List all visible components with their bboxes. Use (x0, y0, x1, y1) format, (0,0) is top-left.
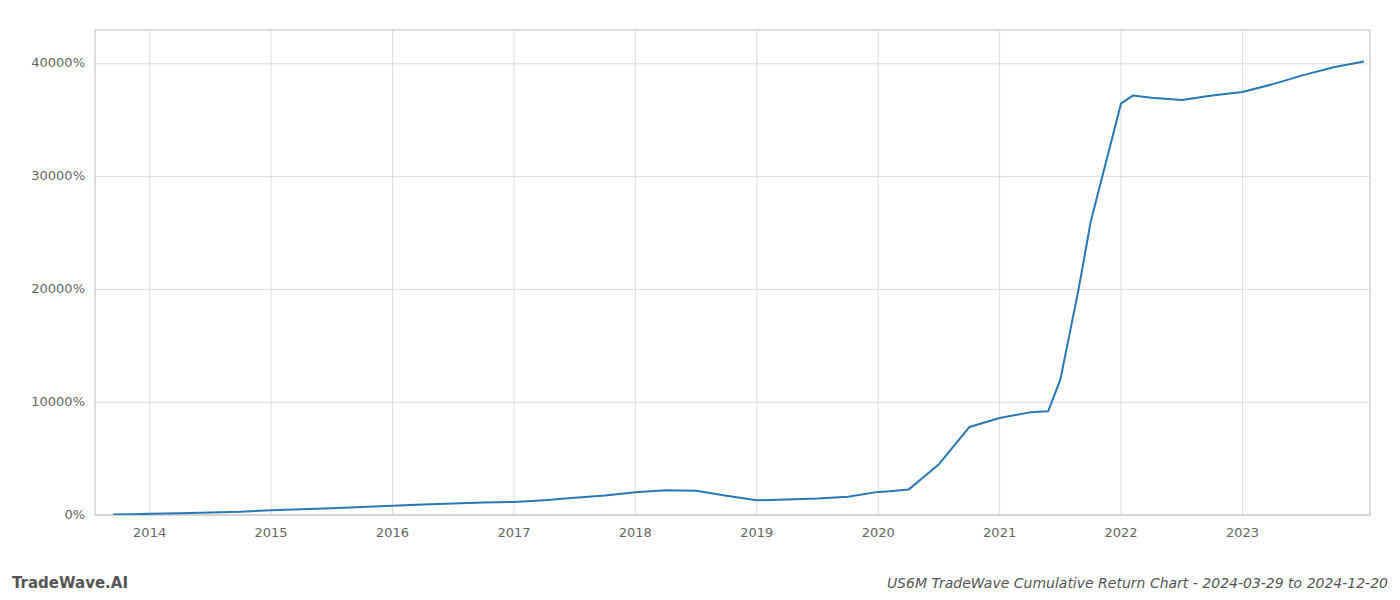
y-tick-label: 20000% (31, 281, 85, 296)
x-grid-line (392, 30, 393, 515)
x-tick-label: 2023 (1226, 525, 1259, 540)
watermark: TradeWave.AI (12, 574, 128, 592)
line (113, 62, 1364, 515)
x-tick-label: 2015 (255, 525, 288, 540)
title: US6M TradeWave Cumulative Return Chart -… (887, 575, 1388, 591)
x-grid-line (635, 30, 636, 515)
x-tick-label: 2017 (497, 525, 530, 540)
x-grid-line (271, 30, 272, 515)
plot-frame (95, 30, 1370, 515)
x-tick-label: 2020 (862, 525, 895, 540)
y-grid-line (95, 176, 1370, 177)
y-tick-label: 30000% (31, 168, 85, 183)
x-grid-line (149, 30, 150, 515)
x-tick-label: 2022 (1105, 525, 1138, 540)
x-grid-line (756, 30, 757, 515)
x-grid-line (878, 30, 879, 515)
y-grid-line (95, 289, 1370, 290)
x-tick-label: 2019 (740, 525, 773, 540)
y-tick-label: 0% (64, 507, 85, 522)
grid (95, 30, 1370, 515)
y-grid-line (95, 402, 1370, 403)
x-grid-line (1242, 30, 1243, 515)
x-tick-label: 2016 (376, 525, 409, 540)
x-tick-label: 2018 (619, 525, 652, 540)
x-tick-label: 2014 (133, 525, 166, 540)
chart: 0% 10000% 20000% 30000% 40000% 2014 2015 2016 20… (0, 0, 1400, 600)
series-group (113, 62, 1364, 515)
y-tick-label: 40000% (31, 55, 85, 70)
x-grid-line (999, 30, 1000, 515)
y-grid-line (95, 63, 1370, 64)
page: {"chart_data": {"type": "line", "title":… (0, 0, 1400, 600)
x-grid-line (513, 30, 514, 515)
axes: 0% 10000% 20000% 30000% 40000% 2014 2015 2016 20… (31, 30, 1370, 540)
y-tick-label: 10000% (31, 394, 85, 409)
x-tick-label: 2021 (983, 525, 1016, 540)
